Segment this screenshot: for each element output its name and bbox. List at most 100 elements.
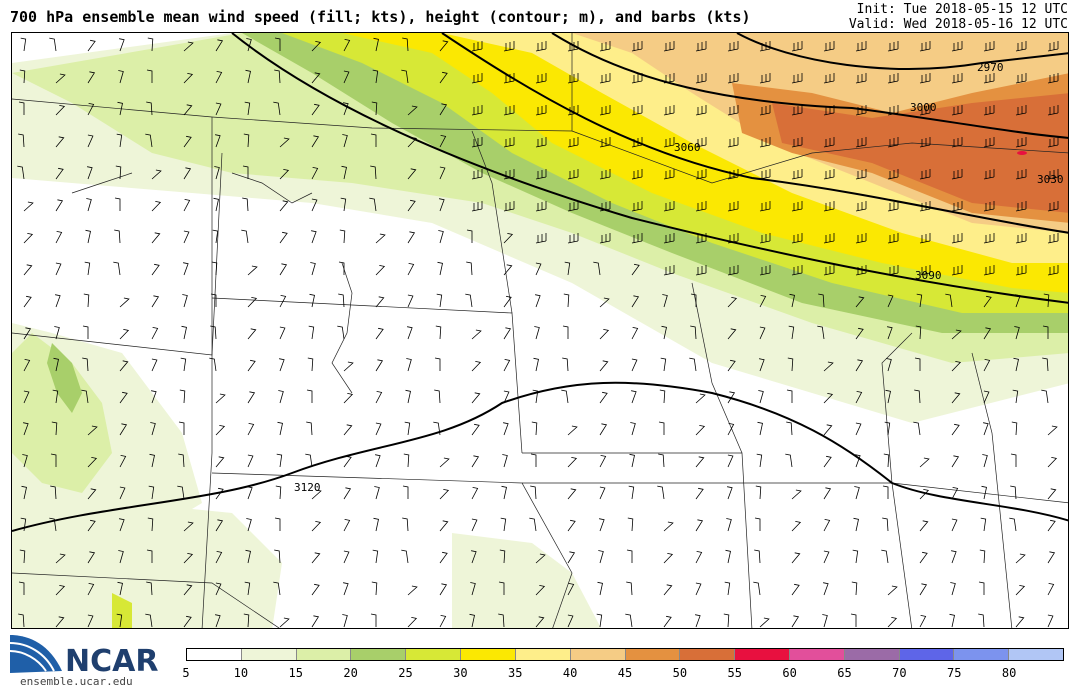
wind-barb [247,297,258,308]
wind-barb [663,201,675,212]
wind-barb [727,201,739,212]
colorbar-tick-label: 60 [782,666,797,680]
wind-barb [631,358,638,372]
wind-barb [983,422,989,436]
wind-barb [886,358,892,372]
wind-barb [183,521,194,532]
wind-barb [1010,453,1017,467]
wind-barb [883,453,890,468]
wind-barb [215,614,221,628]
wind-barb [311,135,320,148]
wind-barb [146,101,153,116]
wind-barb [695,551,703,564]
wind-barb [853,517,859,532]
wind-barb [342,134,348,148]
wind-barb [183,230,190,244]
colorbar-swatch [187,649,241,660]
wind-barb [631,295,640,308]
wind-barb [534,326,540,340]
wind-barb [887,233,899,244]
colorbar-swatch [460,649,515,660]
wind-barb [373,517,379,532]
wind-barb [311,489,322,500]
wind-barb [759,105,771,116]
wind-barb [791,169,803,180]
wind-barb [628,485,635,500]
wind-barb [151,358,158,372]
wind-barb [435,325,442,340]
wind-barb [855,105,867,116]
wind-barb [884,421,891,436]
wind-barb [114,229,121,244]
wind-barb [599,486,606,500]
wind-barb [980,517,987,532]
wind-barb [822,614,828,628]
wind-barb [439,135,447,148]
colorbar-tick-label: 10 [233,666,249,680]
wind-barb [727,486,733,500]
wind-barb [279,137,290,148]
colorbar-tick-label: 35 [508,666,523,680]
wind-barb [951,329,962,340]
wind-barb [210,293,217,307]
wind-barb [919,551,928,564]
wind-barb [119,423,128,436]
wind-barb [727,105,739,116]
wind-barb [439,166,446,180]
wind-barb [241,229,249,244]
wind-barb [978,581,985,595]
wind-barb [631,233,643,244]
wind-barb [215,102,222,116]
colorbar-swatch [514,649,570,660]
wind-barb [247,486,253,500]
wind-barb [695,519,704,532]
wind-barb [150,422,156,436]
wind-barb [212,229,219,244]
wind-barb [87,71,96,84]
wind-barb [247,359,256,372]
wind-barb [183,199,191,212]
wind-barb [371,101,378,116]
wind-barb [855,201,867,212]
wind-barb [401,549,409,564]
wind-barb [695,614,701,628]
wind-barb [343,519,351,532]
wind-barb [951,105,963,116]
wind-barb [919,169,931,180]
wind-barb [115,165,122,180]
wind-barb [114,197,121,211]
wind-barb [279,358,285,372]
wind-barb [371,581,378,596]
contour-label-3090: 3090 [915,269,942,282]
wind-barb [791,137,803,148]
wind-barb [55,616,65,628]
wind-barb [727,391,736,404]
wind-barb [118,70,124,84]
wind-barb [887,105,899,116]
contour-label-3000: 3000 [910,101,937,114]
wind-barb [759,265,771,276]
wind-barb [215,456,225,468]
wind-barb [855,137,867,148]
wind-barb [885,389,891,404]
wind-barb [439,103,448,116]
wind-barb [630,422,636,436]
wind-barb [983,73,995,84]
wind-barb [215,71,223,84]
wind-barb [503,233,514,244]
wind-barb [183,135,192,148]
wind-barb [1015,73,1027,84]
wind-barb [754,549,761,564]
wind-barb [725,549,731,564]
wind-barb [823,41,835,52]
wind-barb [1014,326,1020,340]
wind-barb [55,585,66,596]
wind-barb [978,613,985,628]
wind-barb [786,421,793,436]
wind-barb [245,69,251,84]
wind-barb [695,73,707,84]
wind-barb [503,295,512,308]
wind-barb [690,293,697,307]
wind-barb [275,485,282,500]
wind-barb [372,69,379,84]
